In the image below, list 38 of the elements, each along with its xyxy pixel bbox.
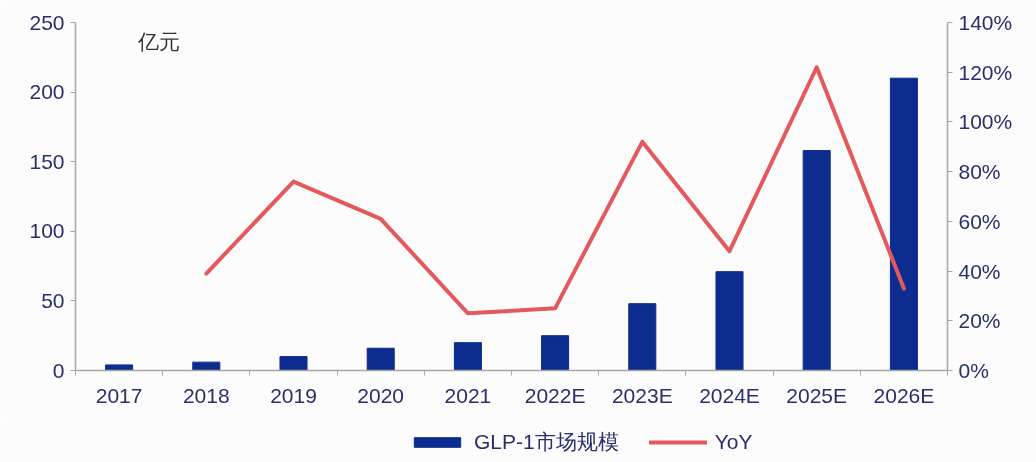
x-tick-label: 2017 [95, 383, 143, 407]
x-tick-label: 2020 [357, 383, 405, 407]
x-tick-label: 2021 [444, 383, 492, 407]
x-tick-label: 2026E [873, 383, 935, 407]
bar [889, 77, 918, 371]
y2-tick-label: 0% [958, 359, 989, 382]
x-tick-label: 2022E [524, 383, 586, 407]
y2-tick-label: 20% [958, 309, 1001, 333]
y2-tick-label: 40% [958, 259, 1001, 283]
x-tick-label: 2023E [611, 383, 673, 407]
y-tick-label: 0 [52, 358, 65, 382]
bar [192, 361, 221, 371]
legend-label: GLP-1市场规模 [474, 429, 619, 455]
y2-tick-label: 140% [958, 11, 1013, 34]
x-tick-label: 2025E [786, 383, 848, 407]
x-tick-label: 2018 [182, 383, 230, 407]
x-tick-label: 2019 [270, 383, 317, 407]
bar [453, 342, 482, 371]
x-tick-label: 2024E [699, 383, 760, 407]
bar [628, 303, 657, 371]
y2-tick-label: 80% [958, 160, 1001, 184]
legend-label: YoY [714, 430, 753, 454]
y2-tick-label: 100% [958, 110, 1013, 134]
bar [279, 356, 308, 371]
y-tick-label: 200 [29, 80, 65, 104]
y-axis-title: 亿元 [136, 30, 180, 53]
y-tick-label: 100 [29, 219, 65, 243]
y-tick-label: 50 [41, 288, 65, 312]
line-series [204, 65, 906, 316]
y2-tick-label: 120% [958, 60, 1013, 84]
y-tick-label: 250 [29, 10, 65, 34]
y-tick-label: 150 [29, 149, 65, 173]
bar [715, 271, 744, 371]
bar [802, 150, 831, 371]
bar [105, 364, 134, 371]
y2-tick-label: 60% [958, 209, 1001, 233]
bar [541, 335, 570, 371]
bar [366, 347, 395, 371]
